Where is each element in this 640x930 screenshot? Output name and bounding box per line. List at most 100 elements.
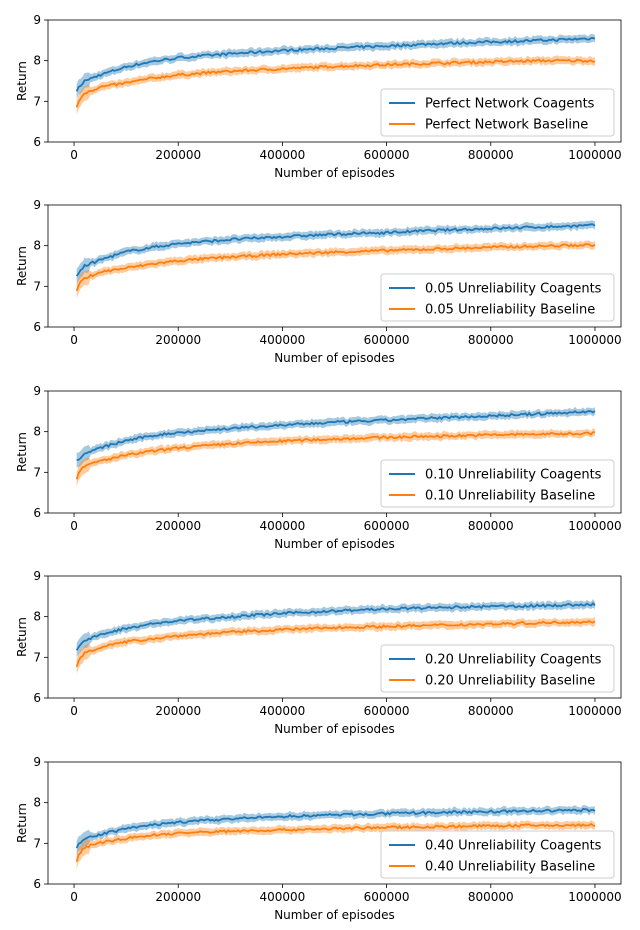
x-tick-label: 200000 [155,333,201,347]
y-axis-label: Return [15,246,29,286]
legend-box [380,830,615,879]
chart-panel-1: 0 200000 400000 600000 800000 1000000 6 7 8 9 Numb… [15,13,622,180]
series-line [75,58,596,108]
y-tick-label: 7 [33,836,41,850]
x-tick-label: 400000 [260,519,306,533]
chart-panel-2: 0 200000 400000 600000 800000 1000000 6 7 8 9 Numb… [15,198,622,365]
x-tick-label: 400000 [260,890,306,904]
legend-label: 0.20 Unreliability Coagents [425,653,602,668]
y-tick-label: 7 [33,650,41,664]
legend-label: 0.10 Unreliability Coagents [425,468,602,483]
x-axis-label: Number of episodes [274,537,395,551]
y-axis-label: Return [15,803,29,843]
series-line [75,243,596,292]
x-axis-label: Number of episodes [274,908,395,922]
legend: 0.40 Unreliability Coagents 0.40 Unreliab… [380,830,615,879]
legend: 0.05 Unreliability Coagents 0.05 Unreliab… [380,273,615,322]
y-tick-label: 9 [33,384,41,398]
x-tick-label: 0 [70,890,78,904]
y-tick-label: 8 [33,610,41,624]
x-tick-label: 200000 [155,890,201,904]
legend-label: Perfect Network Baseline [425,118,588,133]
plot-area [75,33,596,115]
legend-box [380,459,615,508]
x-tick-label: 600000 [364,704,410,718]
x-tick-label: 400000 [260,148,306,162]
x-tick-label: 200000 [155,704,201,718]
x-tick-label: 1000000 [568,890,621,904]
confidence-band [76,240,595,299]
confidence-band [76,406,595,468]
x-tick-label: 600000 [364,890,410,904]
legend-label: Perfect Network Coagents [425,97,595,112]
confidence-band [76,616,595,675]
series-line [75,808,596,849]
chart-panel-4: 0 200000 400000 600000 800000 1000000 6 7 8 9 Numb… [15,569,622,736]
legend-label: 0.40 Unreliability Coagents [425,839,602,854]
confidence-band [76,804,595,856]
series-line [75,223,596,277]
y-tick-label: 6 [33,506,41,520]
axes-frame [47,390,622,514]
x-tick-label: 200000 [155,519,201,533]
x-tick-label: 0 [70,519,78,533]
x-tick-label: 600000 [364,333,410,347]
legend-label: 0.10 Unreliability Baseline [425,489,595,504]
x-tick-label: 0 [70,704,78,718]
confidence-band [76,428,595,487]
y-tick-label: 7 [33,279,41,293]
y-tick-label: 8 [33,54,41,68]
series-line [75,602,596,651]
legend-label: 0.40 Unreliability Baseline [425,860,595,875]
x-tick-label: 0 [70,333,78,347]
chart-panel-5: 0 200000 400000 600000 800000 1000000 6 7 8 9 Numb… [15,755,622,922]
y-tick-label: 6 [33,320,41,334]
axes-frame [47,204,622,328]
axes-frame [47,575,622,699]
series-line [75,822,596,862]
series-line [75,619,596,667]
plot-area [75,220,596,299]
x-tick-label: 200000 [155,148,201,162]
y-tick-label: 6 [33,691,41,705]
x-tick-label: 600000 [364,519,410,533]
x-tick-label: 800000 [468,704,514,718]
series-line [75,431,595,480]
y-tick-label: 6 [33,135,41,149]
y-axis-label: Return [15,617,29,657]
legend-box [380,88,615,137]
y-axis-label: Return [15,432,29,472]
x-axis-label: Number of episodes [274,351,395,365]
axes-frame [47,19,622,143]
legend-label: 0.05 Unreliability Baseline [425,303,595,318]
legend-label: 0.05 Unreliability Coagents [425,282,602,297]
x-tick-label: 1000000 [568,148,621,162]
y-tick-label: 9 [33,755,41,769]
x-tick-label: 1000000 [568,519,621,533]
x-tick-label: 1000000 [568,704,621,718]
y-tick-label: 9 [33,13,41,27]
y-tick-label: 6 [33,877,41,891]
plot-area [75,406,596,487]
x-tick-label: 800000 [468,148,514,162]
x-axis-label: Number of episodes [274,722,395,736]
y-tick-label: 8 [33,796,41,810]
plot-area [75,804,596,870]
legend: 0.20 Unreliability Coagents 0.20 Unreliab… [380,644,615,693]
x-tick-label: 1000000 [568,333,621,347]
y-tick-label: 9 [33,198,41,212]
y-tick-label: 7 [33,465,41,479]
y-axis-label: Return [15,61,29,101]
x-tick-label: 800000 [468,890,514,904]
axes-frame [47,761,622,885]
chart-panel-3: 0 200000 400000 600000 800000 1000000 6 7 8 9 Numb… [15,384,622,551]
series-line [75,37,596,92]
y-tick-label: 9 [33,569,41,583]
y-tick-label: 8 [33,239,41,253]
x-tick-label: 0 [70,148,78,162]
legend-box [380,644,615,693]
legend: 0.10 Unreliability Coagents 0.10 Unreliab… [380,459,615,508]
legend: Perfect Network Coagents Perfect Network … [380,88,615,137]
confidence-band [76,220,595,284]
